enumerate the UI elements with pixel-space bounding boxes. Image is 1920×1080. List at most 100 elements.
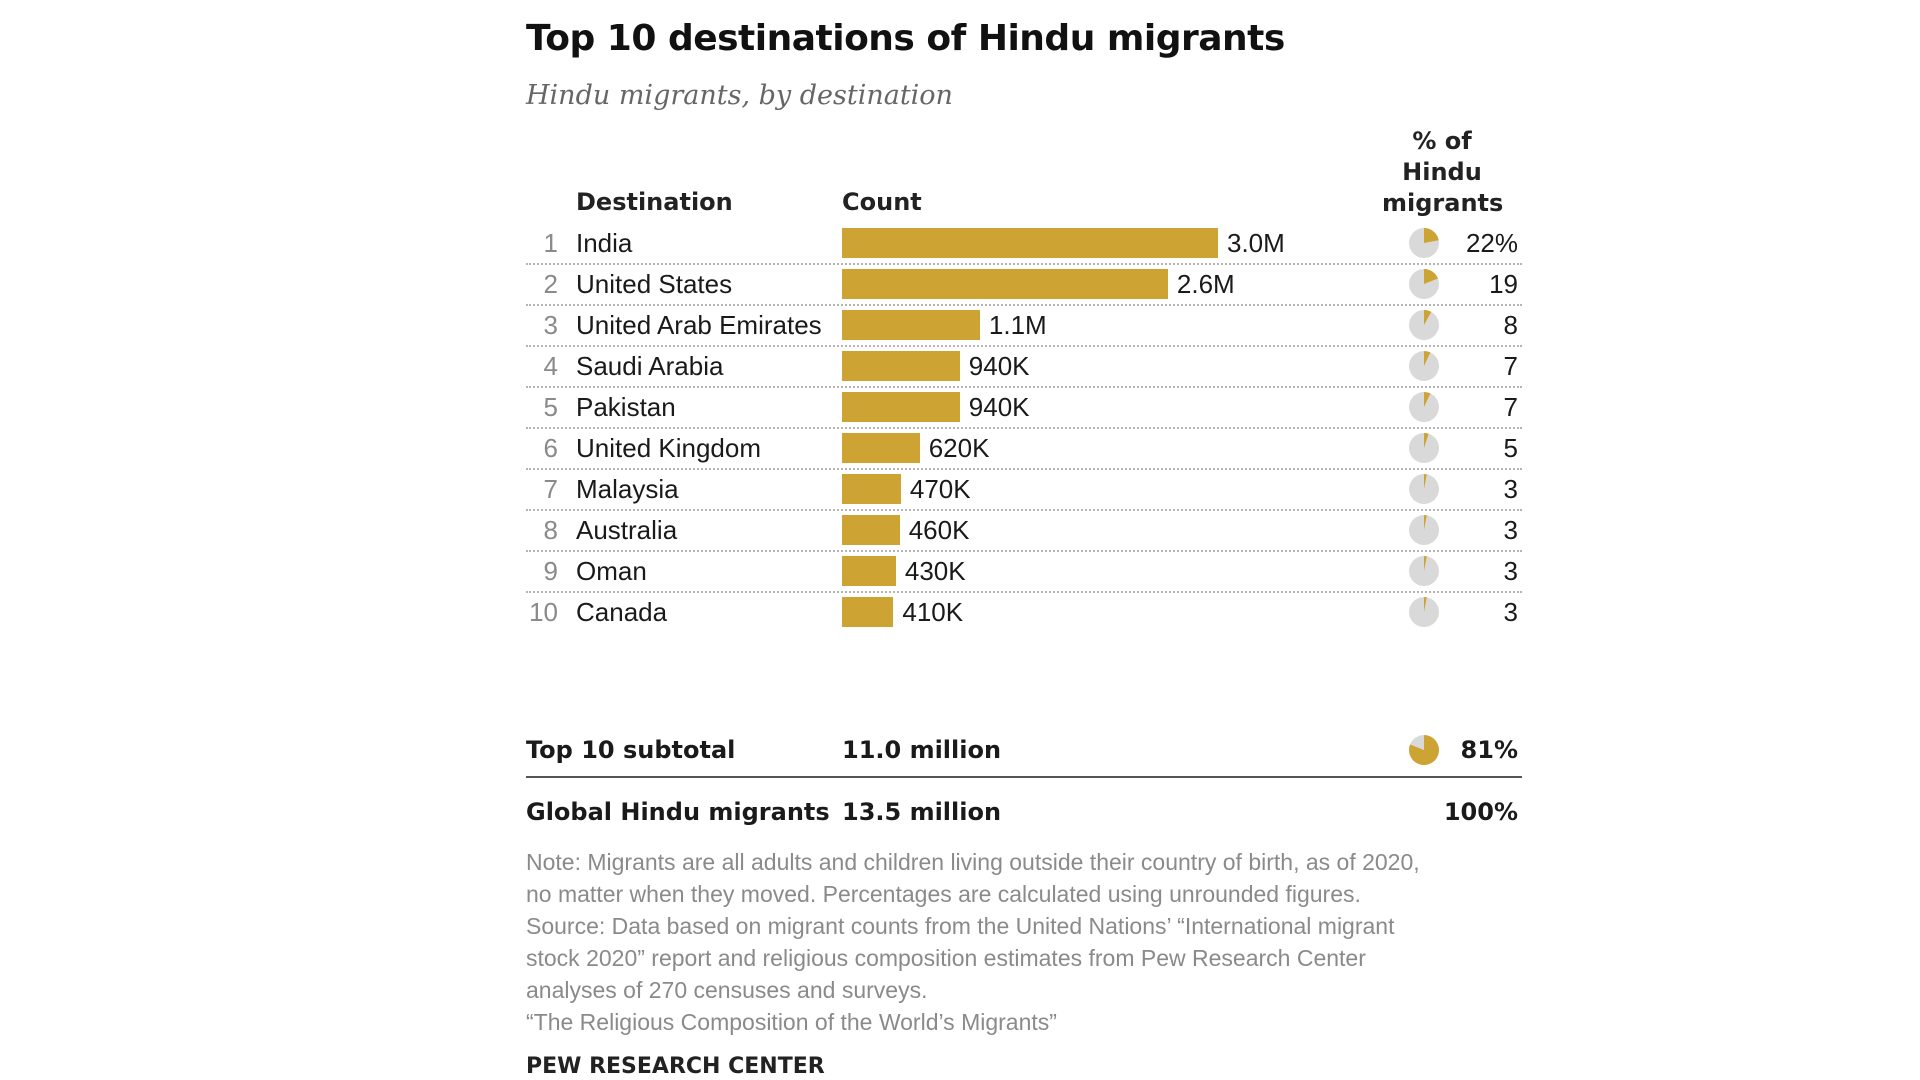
bar-value-label: 460K: [908, 515, 970, 545]
subtotal-count: 11.0 million: [842, 736, 1002, 764]
bar: [842, 474, 901, 504]
bar: [842, 392, 960, 422]
bar: [842, 556, 896, 586]
bar: [842, 228, 1218, 258]
pie-slice: [1424, 597, 1427, 612]
row-destination: United Arab Emirates: [576, 310, 822, 340]
bar: [842, 433, 920, 463]
row-destination: United Kingdom: [576, 433, 761, 463]
bar: [842, 269, 1168, 299]
table-row: 10 Canada 410K 3: [526, 593, 1522, 632]
row-destination: Pakistan: [576, 392, 676, 422]
bar: [842, 351, 960, 381]
pie-slice: [1424, 392, 1431, 407]
percent-pie: [1409, 351, 1439, 381]
percent-pie: [1409, 310, 1439, 340]
percent-label: 7: [1503, 351, 1518, 381]
percent-pie: [1409, 597, 1439, 627]
bar: [842, 597, 894, 627]
table-row: 6 United Kingdom 620K 5: [526, 429, 1522, 470]
percent-pie: [1409, 269, 1439, 299]
subtotal-percent: 81%: [1460, 736, 1518, 764]
count-column-header: Count: [842, 188, 922, 216]
pie-slice: [1424, 433, 1429, 448]
subtotal-row: Top 10 subtotal 11.0 million 81%: [526, 728, 1522, 772]
chart-title: Top 10 destinations of Hindu migrants: [526, 18, 1285, 59]
row-rank: 6: [543, 433, 558, 463]
table-row: 9 Oman 430K 3: [526, 552, 1522, 593]
percent-column-header: % of Hindu migrants: [1382, 126, 1504, 219]
subtotal-pie: [1408, 735, 1439, 765]
chart-notes: Note: Migrants are all adults and childr…: [526, 846, 1526, 1038]
percent-label: 19: [1489, 269, 1518, 299]
percent-label: 8: [1503, 310, 1518, 340]
pie-slice: [1408, 735, 1439, 765]
subtotal-rule: [526, 776, 1522, 778]
total-label: Global Hindu migrants: [526, 798, 830, 826]
bar-value-label: 410K: [902, 597, 964, 627]
percent-label: 3: [1503, 474, 1518, 504]
table-row: 2 United States 2.6M 19: [526, 265, 1522, 306]
source-credit: PEW RESEARCH CENTER: [526, 1054, 825, 1079]
row-destination: India: [576, 228, 633, 258]
row-destination: Saudi Arabia: [576, 351, 724, 381]
percent-label: 7: [1503, 392, 1518, 422]
row-rank: 7: [543, 474, 558, 504]
chart-subtitle: Hindu migrants, by destination: [526, 80, 953, 111]
percent-header-line: migrants: [1382, 189, 1504, 217]
percent-label: 3: [1503, 515, 1518, 545]
bar: [842, 310, 980, 340]
table-row: 8 Australia 460K 3: [526, 511, 1522, 552]
bar-value-label: 1.1M: [988, 310, 1047, 340]
percent-pie: [1409, 228, 1439, 258]
row-destination: Oman: [576, 556, 647, 586]
table-row: 7 Malaysia 470K 3: [526, 470, 1522, 511]
bar-value-label: 940K: [968, 351, 1030, 381]
percent-label: 3: [1503, 597, 1518, 627]
total-row: Global Hindu migrants 13.5 million 100%: [526, 790, 1522, 834]
note-line: Note: Migrants are all adults and childr…: [526, 849, 1420, 875]
table-row: 3 United Arab Emirates 1.1M 8: [526, 306, 1522, 347]
percent-header-line: Hindu: [1402, 158, 1482, 186]
subtotal-label: Top 10 subtotal: [526, 736, 736, 764]
pie-slice: [1424, 474, 1427, 489]
row-rank: 8: [543, 515, 558, 545]
bar-value-label: 620K: [928, 433, 990, 463]
bar: [842, 515, 900, 545]
note-line: Source: Data based on migrant counts fro…: [526, 913, 1395, 939]
row-destination: Malaysia: [576, 474, 679, 504]
pie-slice: [1424, 515, 1427, 530]
row-destination: United States: [576, 269, 733, 299]
percent-label: 3: [1503, 556, 1518, 586]
row-rank: 3: [543, 310, 558, 340]
percent-label: 22%: [1465, 228, 1518, 258]
percent-pie: [1409, 515, 1439, 545]
table-row: 4 Saudi Arabia 940K 7: [526, 347, 1522, 388]
row-rank: 10: [529, 597, 558, 627]
percent-pie: [1409, 433, 1439, 463]
note-line: “The Religious Composition of the World’…: [526, 1009, 1057, 1035]
pie-slice: [1424, 556, 1427, 571]
pie-slice: [1424, 269, 1438, 284]
row-destination: Canada: [576, 597, 668, 627]
note-line: analyses of 270 censuses and surveys.: [526, 977, 928, 1003]
percent-label: 5: [1503, 433, 1518, 463]
bar-value-label: 430K: [904, 556, 966, 586]
percent-pie: [1409, 474, 1439, 504]
row-destination: Australia: [576, 515, 678, 545]
table-row: 1 India 3.0M 22%: [526, 224, 1522, 265]
row-rank: 5: [543, 392, 558, 422]
pie-slice: [1424, 228, 1439, 243]
bar-value-label: 470K: [909, 474, 971, 504]
chart: Top 10 destinations of Hindu migrants Hi…: [526, 0, 1526, 1080]
total-count: 13.5 million: [842, 798, 1002, 826]
destination-column-header: Destination: [576, 188, 733, 216]
note-line: no matter when they moved. Percentages a…: [526, 881, 1361, 907]
pie-slice: [1424, 310, 1432, 325]
bar-value-label: 3.0M: [1227, 228, 1285, 258]
row-rank: 2: [543, 269, 558, 299]
row-rank: 4: [543, 351, 558, 381]
pie-slice: [1424, 351, 1431, 366]
total-percent: 100%: [1443, 798, 1518, 826]
percent-pie: [1409, 556, 1439, 586]
